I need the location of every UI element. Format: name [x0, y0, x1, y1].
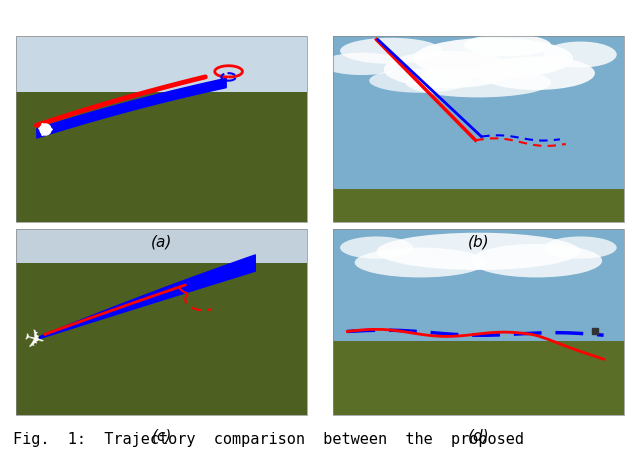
- Ellipse shape: [406, 68, 551, 97]
- Ellipse shape: [369, 69, 471, 93]
- FancyBboxPatch shape: [16, 229, 307, 263]
- Text: (b): (b): [468, 235, 489, 250]
- Text: ✈: ✈: [20, 326, 47, 355]
- Ellipse shape: [340, 237, 413, 259]
- Ellipse shape: [340, 38, 442, 64]
- FancyBboxPatch shape: [16, 263, 307, 415]
- Ellipse shape: [544, 41, 617, 68]
- FancyBboxPatch shape: [16, 36, 307, 92]
- FancyBboxPatch shape: [16, 92, 307, 222]
- Ellipse shape: [471, 244, 602, 277]
- FancyBboxPatch shape: [333, 341, 624, 415]
- Ellipse shape: [479, 57, 595, 90]
- Ellipse shape: [355, 248, 486, 277]
- Text: (d): (d): [468, 428, 489, 443]
- Ellipse shape: [464, 34, 551, 57]
- Ellipse shape: [413, 38, 573, 79]
- Ellipse shape: [376, 233, 580, 270]
- Text: (c): (c): [152, 428, 172, 443]
- Text: (a): (a): [151, 235, 172, 250]
- Ellipse shape: [384, 51, 515, 88]
- Text: Fig.  1:  Trajectory  comparison  between  the  proposed: Fig. 1: Trajectory comparison between th…: [13, 431, 524, 447]
- FancyBboxPatch shape: [333, 229, 624, 341]
- Ellipse shape: [544, 237, 617, 259]
- Ellipse shape: [321, 53, 403, 75]
- FancyBboxPatch shape: [333, 189, 624, 222]
- FancyBboxPatch shape: [333, 36, 624, 189]
